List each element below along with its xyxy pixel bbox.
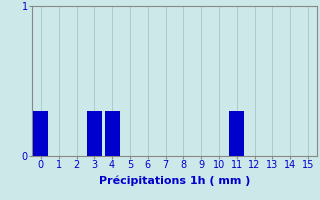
Bar: [105, 111, 120, 156]
Bar: [87, 111, 102, 156]
Bar: [33, 111, 48, 156]
Bar: [229, 111, 244, 156]
X-axis label: Précipitations 1h ( mm ): Précipitations 1h ( mm ): [99, 176, 250, 186]
